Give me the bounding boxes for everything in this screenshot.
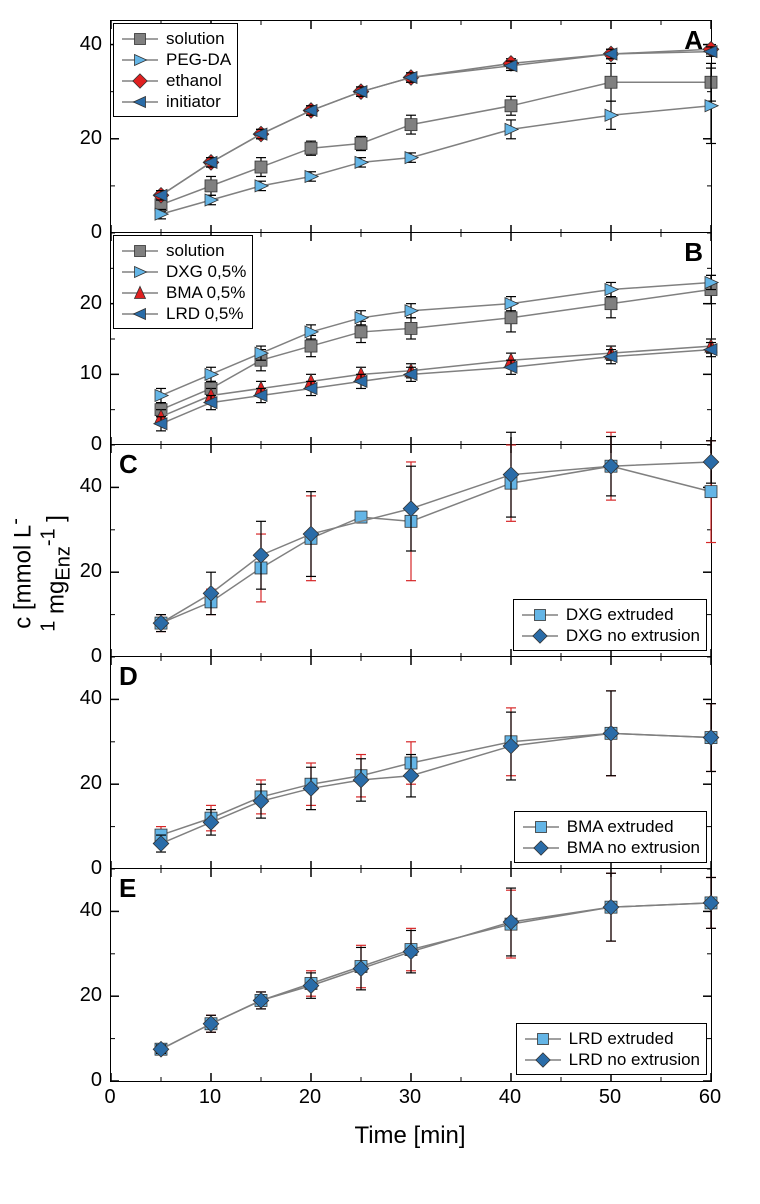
- legend-label: solution: [166, 241, 225, 261]
- legend-marker: [523, 1052, 563, 1068]
- legend-marker: [521, 840, 561, 856]
- legend-label: ethanol: [166, 71, 222, 91]
- legend-row: PEG-DA: [120, 49, 231, 70]
- ytick-label: 10: [68, 362, 102, 385]
- legend-row: BMA extruded: [521, 816, 700, 837]
- legend-label: initiator: [166, 92, 221, 112]
- panel-B: BsolutionDXG 0,5%BMA 0,5%LRD 0,5%: [110, 232, 712, 445]
- xlabel: Time [min]: [110, 1122, 710, 1150]
- panel-A: AsolutionPEG-DAethanolinitiator: [110, 20, 712, 233]
- legend-label: LRD extruded: [569, 1029, 674, 1049]
- ytick-label: 40: [68, 33, 102, 56]
- legend: solutionDXG 0,5%BMA 0,5%LRD 0,5%: [113, 235, 253, 329]
- legend-row: LRD no extrusion: [523, 1049, 700, 1070]
- legend-row: solution: [120, 28, 231, 49]
- legend: BMA extrudedBMA no extrusion: [514, 811, 707, 863]
- legend: DXG extrudedDXG no extrusion: [513, 599, 707, 651]
- xtick-label: 40: [490, 1086, 530, 1109]
- legend-row: ethanol: [120, 70, 231, 91]
- ytick-label: 0: [68, 221, 102, 244]
- legend-marker: [120, 264, 160, 280]
- legend-label: BMA 0,5%: [166, 283, 245, 303]
- legend-label: solution: [166, 29, 225, 49]
- panel-label: C: [119, 449, 138, 480]
- legend-marker: [120, 243, 160, 259]
- legend-row: BMA 0,5%: [120, 282, 246, 303]
- legend-row: DXG 0,5%: [120, 261, 246, 282]
- legend-label: BMA no extrusion: [567, 838, 700, 858]
- xtick-label: 20: [290, 1086, 330, 1109]
- figure: AsolutionPEG-DAethanolinitiator02040Bsol…: [0, 0, 760, 1204]
- legend-marker: [120, 94, 160, 110]
- ytick-label: 20: [68, 127, 102, 150]
- panel-label: B: [684, 237, 703, 268]
- panel-label: E: [119, 873, 136, 904]
- legend-row: BMA no extrusion: [521, 837, 700, 858]
- panel-C: C DXG extrudedDXG no extrusion: [110, 444, 712, 657]
- legend-label: LRD 0,5%: [166, 304, 243, 324]
- ytick-label: 0: [68, 857, 102, 880]
- legend-row: DXG no extrusion: [520, 625, 700, 646]
- ytick-label: 20: [68, 292, 102, 315]
- panel-label: D: [119, 661, 138, 692]
- legend-marker: [120, 285, 160, 301]
- ylabel: c [mmol L-1 mgEnz-1 ]: [5, 513, 76, 633]
- legend-marker: [120, 52, 160, 68]
- legend-label: LRD no extrusion: [569, 1050, 700, 1070]
- legend-row: initiator: [120, 91, 231, 112]
- legend-row: DXG extruded: [520, 604, 700, 625]
- legend-row: LRD 0,5%: [120, 303, 246, 324]
- ytick-label: 40: [68, 475, 102, 498]
- legend-label: DXG 0,5%: [166, 262, 246, 282]
- legend-label: PEG-DA: [166, 50, 231, 70]
- legend-marker: [520, 628, 560, 644]
- panel-label: A: [684, 25, 703, 56]
- ytick-label: 40: [68, 687, 102, 710]
- legend-row: solution: [120, 240, 246, 261]
- legend-marker: [120, 306, 160, 322]
- legend-marker: [523, 1031, 563, 1047]
- legend-label: DXG extruded: [566, 605, 674, 625]
- legend: solutionPEG-DAethanolinitiator: [113, 23, 238, 117]
- legend-row: LRD extruded: [523, 1028, 700, 1049]
- panel-D: D BMA extrudedBMA no extrusion: [110, 656, 712, 869]
- xtick-label: 10: [190, 1086, 230, 1109]
- xtick-label: 50: [590, 1086, 630, 1109]
- ytick-label: 0: [68, 645, 102, 668]
- legend-marker: [521, 819, 561, 835]
- legend-marker: [120, 73, 160, 89]
- ytick-label: 20: [68, 772, 102, 795]
- xtick-label: 0: [90, 1086, 130, 1109]
- legend-marker: [520, 607, 560, 623]
- ytick-label: 40: [68, 899, 102, 922]
- ytick-label: 20: [68, 984, 102, 1007]
- xtick-label: 30: [390, 1086, 430, 1109]
- legend-marker: [120, 31, 160, 47]
- legend: LRD extrudedLRD no extrusion: [516, 1023, 707, 1075]
- xtick-label: 60: [690, 1086, 730, 1109]
- legend-label: DXG no extrusion: [566, 626, 700, 646]
- ytick-label: 0: [68, 433, 102, 456]
- panel-E: E LRD extrudedLRD no extrusion: [110, 868, 712, 1082]
- legend-label: BMA extruded: [567, 817, 674, 837]
